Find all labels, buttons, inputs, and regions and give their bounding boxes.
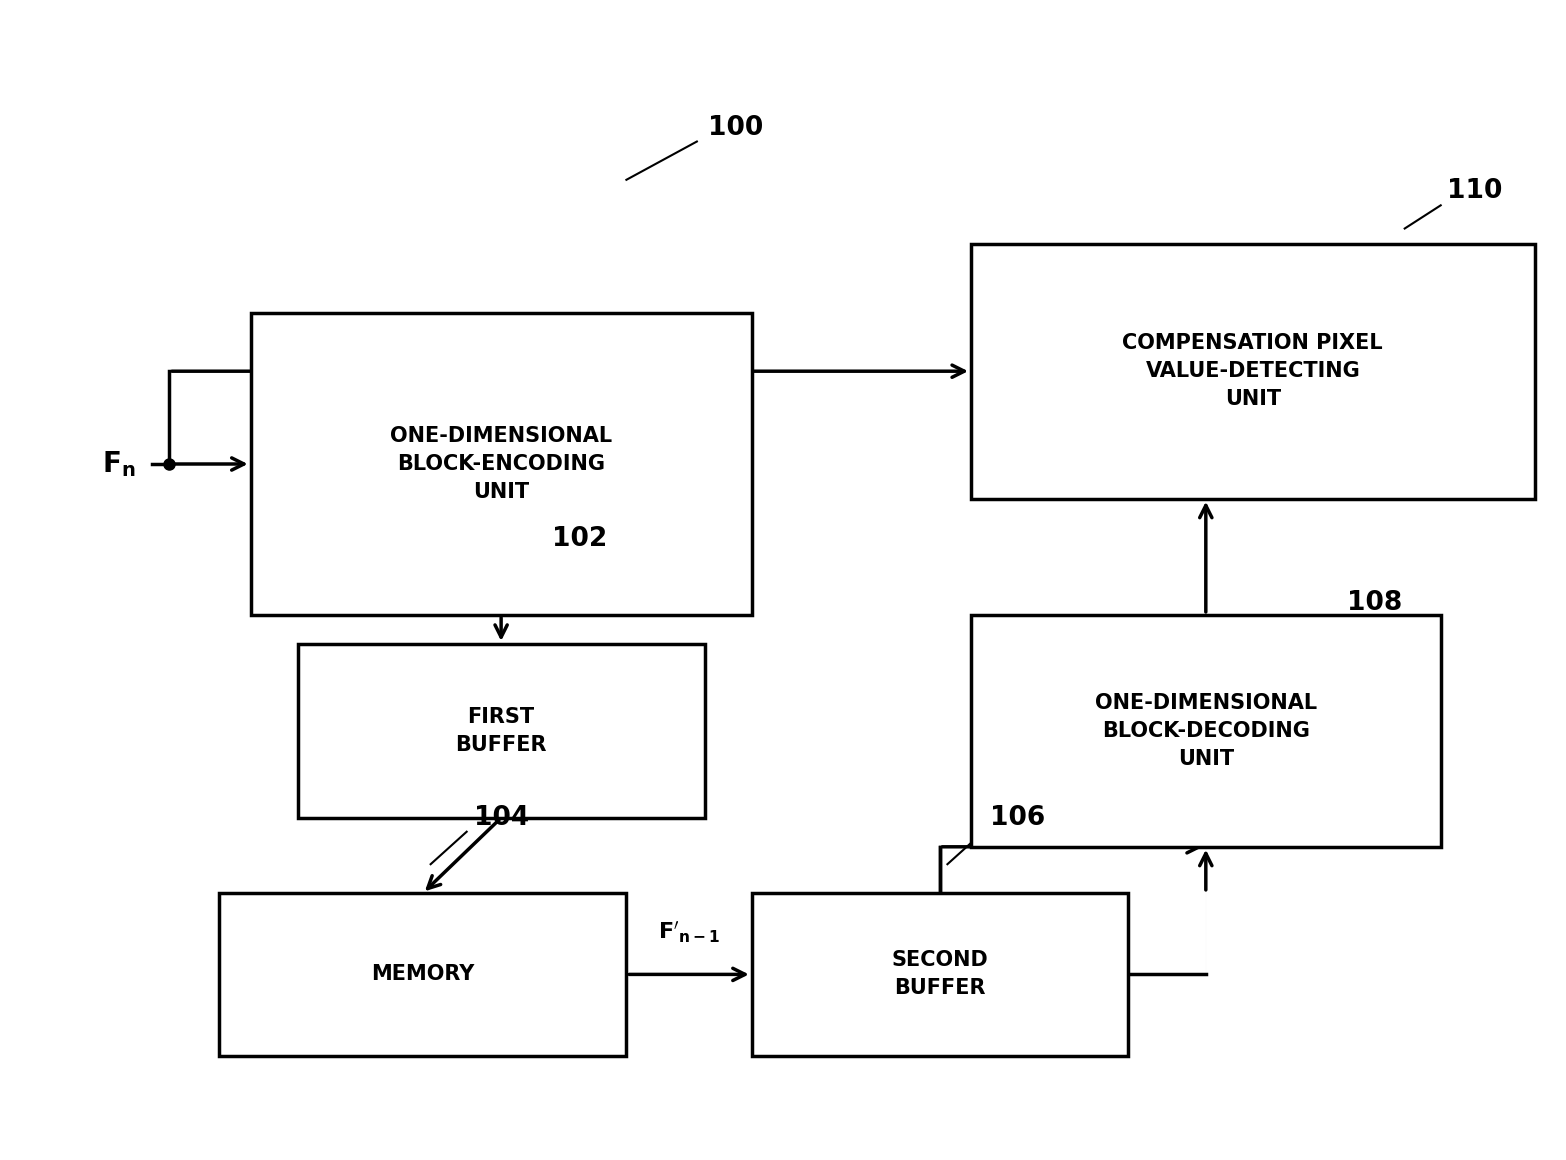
Text: SECOND
BUFFER: SECOND BUFFER <box>891 950 988 999</box>
Text: COMPENSATION PIXEL
VALUE-DETECTING
UNIT: COMPENSATION PIXEL VALUE-DETECTING UNIT <box>1123 333 1383 409</box>
Text: $\mathbf{F_n}$: $\mathbf{F_n}$ <box>102 449 135 479</box>
Text: 100: 100 <box>708 115 764 140</box>
Text: ONE-DIMENSIONAL
BLOCK-ENCODING
UNIT: ONE-DIMENSIONAL BLOCK-ENCODING UNIT <box>390 426 612 502</box>
Text: FIRST
BUFFER: FIRST BUFFER <box>456 706 547 755</box>
Bar <box>971 615 1441 847</box>
Text: $\mathbf{F'_{n-1}}$: $\mathbf{F'_{n-1}}$ <box>658 920 720 945</box>
Bar <box>219 893 626 1056</box>
Text: 102: 102 <box>551 527 608 552</box>
Text: MEMORY: MEMORY <box>371 964 474 985</box>
Text: ONE-DIMENSIONAL
BLOCK-DECODING
UNIT: ONE-DIMENSIONAL BLOCK-DECODING UNIT <box>1095 693 1317 769</box>
Bar <box>752 893 1128 1056</box>
Bar <box>298 644 705 818</box>
Text: 104: 104 <box>473 805 529 831</box>
Bar <box>251 313 752 615</box>
Text: 108: 108 <box>1347 590 1403 616</box>
Text: 106: 106 <box>990 805 1046 831</box>
Bar <box>971 244 1535 499</box>
Text: 110: 110 <box>1447 179 1503 204</box>
